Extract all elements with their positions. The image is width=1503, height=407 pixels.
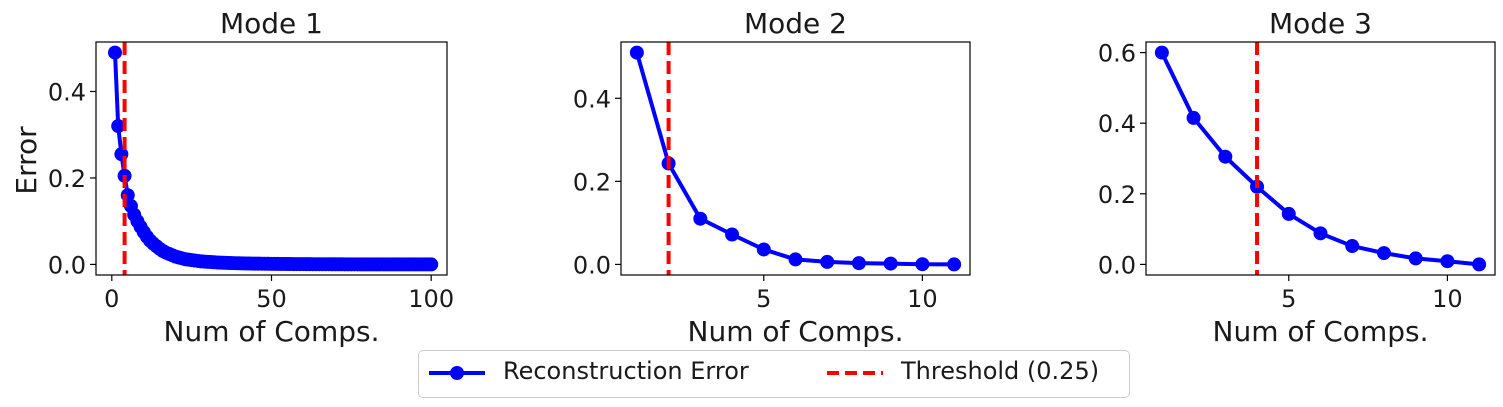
- x-tick-label: 10: [907, 285, 938, 313]
- data-point: [1408, 251, 1423, 266]
- data-point: [1154, 45, 1169, 60]
- y-axis-label: Error: [10, 126, 43, 195]
- data-point: [1440, 254, 1455, 269]
- chart-panel-1: Mode 1 0 50 100 0.0 0.2 0.4 Num of Comps. Error: [10, 7, 454, 348]
- axes-frame: [1145, 41, 1496, 276]
- y-tick-label: 0.0: [1098, 251, 1136, 279]
- data-point: [1472, 257, 1487, 272]
- legend-label-threshold: Threshold (0.25): [901, 357, 1100, 385]
- legend-item-reconstruction: Reconstruction Error: [419, 351, 809, 397]
- chart-panel-2: Mode 2 5 10 0.0 0.2 0.4 Num of Comps.: [573, 7, 971, 348]
- data-point: [947, 257, 962, 272]
- chart-panel-3: Mode 3 5 10 0.0 0.2 0.4 0.6 Num of Comps.: [1098, 7, 1496, 348]
- data-point: [1186, 110, 1201, 125]
- x-axis-label: Num of Comps.: [164, 315, 380, 348]
- chart-title: Mode 3: [1269, 7, 1372, 40]
- y-tick-label: 0.4: [48, 78, 86, 106]
- data-point: [851, 256, 866, 271]
- x-axis-label: Num of Comps.: [688, 315, 904, 348]
- y-tick-label: 0.2: [573, 168, 611, 196]
- y-tick-label: 0.4: [573, 85, 611, 113]
- series-line: [634, 52, 955, 267]
- chart-title: Mode 2: [744, 7, 847, 40]
- data-point: [883, 256, 898, 271]
- data-point: [693, 211, 708, 226]
- data-layer: [629, 45, 962, 272]
- legend-line-marker-icon: [429, 366, 485, 380]
- data-point: [1313, 226, 1328, 241]
- axes-frame: [620, 41, 971, 276]
- data-point: [1345, 239, 1360, 254]
- data-point: [915, 257, 930, 272]
- legend-label-reconstruction: Reconstruction Error: [503, 357, 749, 385]
- y-tick-label: 0.4: [1098, 110, 1136, 138]
- data-point: [424, 257, 439, 272]
- data-point: [820, 254, 835, 269]
- data-layer: [1154, 45, 1487, 272]
- data-point: [629, 45, 644, 60]
- legend: Reconstruction Error Threshold (0.25): [418, 350, 1130, 398]
- data-point: [725, 227, 740, 242]
- data-point: [788, 252, 803, 267]
- chart-title: Mode 1: [220, 7, 323, 40]
- y-tick-label: 0.6: [1098, 40, 1136, 68]
- data-point: [1376, 246, 1391, 261]
- data-point: [1218, 149, 1233, 164]
- series-line: [113, 52, 432, 267]
- data-point: [1281, 206, 1296, 221]
- x-tick-label: 10: [1432, 285, 1463, 313]
- data-point: [756, 242, 771, 257]
- x-tick-label: 50: [256, 285, 287, 313]
- data-point: [111, 119, 126, 134]
- x-axis-label: Num of Comps.: [1213, 315, 1429, 348]
- legend-item-threshold: Threshold (0.25): [819, 351, 1129, 397]
- data-layer: [108, 45, 439, 272]
- y-tick-label: 0.2: [48, 165, 86, 193]
- y-tick-label: 0.0: [48, 251, 86, 279]
- x-tick-label: 5: [756, 285, 771, 313]
- legend-dashed-line-icon: [827, 371, 883, 375]
- x-tick-label: 100: [408, 285, 454, 313]
- x-tick-label: 0: [104, 285, 119, 313]
- x-tick-label: 5: [1281, 285, 1296, 313]
- y-tick-label: 0.2: [1098, 181, 1136, 209]
- data-point: [108, 45, 123, 60]
- y-tick-label: 0.0: [573, 251, 611, 279]
